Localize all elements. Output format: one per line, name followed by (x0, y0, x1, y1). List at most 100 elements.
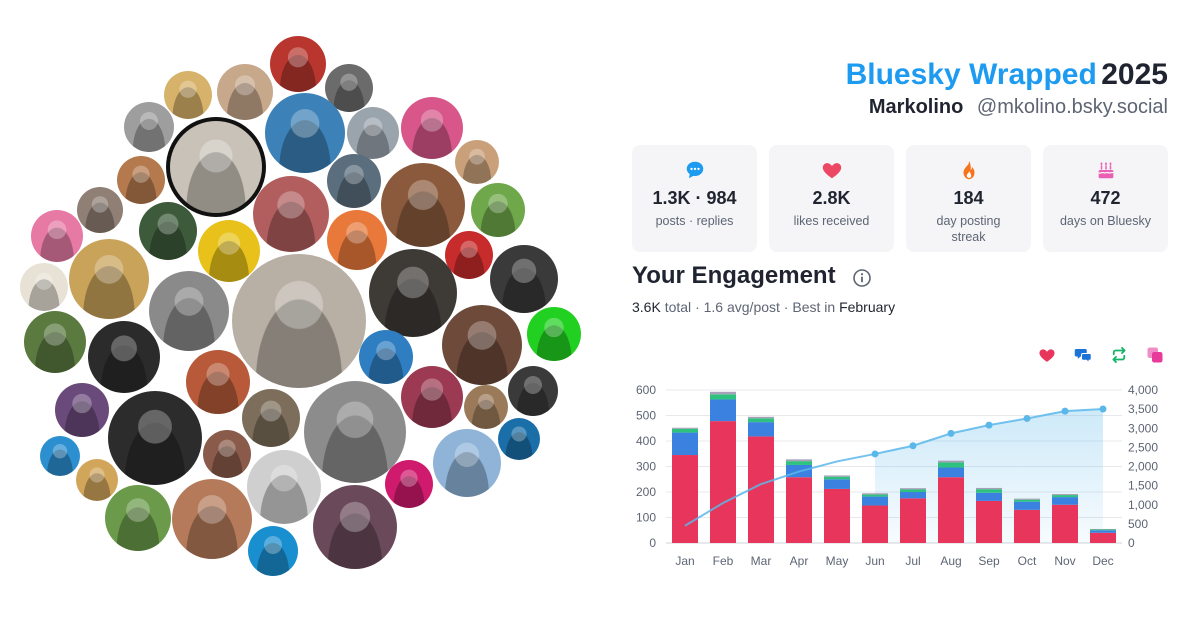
follower-avatar (124, 102, 174, 152)
bar-segment-likes (862, 505, 888, 543)
fire-icon (963, 160, 974, 180)
display-name: Markolino (868, 96, 964, 118)
bar-segment-likes (824, 488, 850, 543)
x-tick-label: Jul (905, 554, 920, 568)
avatar-shade (139, 202, 197, 260)
bar-segment-reposts (748, 418, 774, 423)
avatar-shade (40, 436, 80, 476)
bar-segment-likes (748, 436, 774, 543)
follower-avatar (442, 305, 522, 385)
avatar-shade (327, 210, 387, 270)
user-handle: @mkolino.bsky.social (976, 96, 1168, 118)
repost-icon[interactable] (1110, 346, 1128, 364)
avatar-shade (77, 187, 123, 233)
x-tick-label: Sep (978, 554, 1000, 568)
y2-tick-label: 0 (1128, 536, 1135, 550)
stat-value: 472 (1090, 188, 1121, 208)
avatar-shade (442, 305, 522, 385)
avatar-shade (490, 245, 558, 313)
follower-avatar (455, 140, 499, 184)
avatar-shade (445, 231, 493, 279)
y-tick-label: 400 (636, 434, 656, 448)
bar-segment-quotes (862, 493, 888, 495)
x-tick-label: Apr (790, 554, 809, 568)
bar-segment-reposts (786, 461, 812, 465)
avatar-shade (369, 249, 457, 337)
avatar-shade (242, 389, 300, 447)
follower-avatar (242, 389, 300, 447)
bar-segment-reposts (900, 489, 926, 492)
avatar-shade (401, 97, 463, 159)
avatar-shade (433, 429, 501, 497)
y2-tick-label: 3,000 (1128, 421, 1158, 435)
avatar-shade (247, 450, 321, 524)
avatar-shade (304, 381, 406, 483)
bar-segment-likes (1090, 532, 1116, 543)
chat-bubble-icon (686, 161, 703, 179)
follower-avatar (327, 154, 381, 208)
engagement-total: 3.6K (632, 299, 661, 315)
bar-segment-reposts (1090, 529, 1116, 531)
avatar-shade (471, 183, 525, 237)
stat-value: 184 (953, 188, 984, 208)
page-title: Bluesky Wrapped 2025 (846, 58, 1168, 92)
follower-avatar (347, 107, 399, 159)
follower-avatar (401, 366, 463, 428)
avatar-shade (401, 366, 463, 428)
cumulative-point (1099, 405, 1107, 413)
bar-segment-likes (786, 477, 812, 543)
engagement-average: 1.6 avg/post (703, 299, 780, 315)
bar-segment-quotes (1014, 498, 1040, 500)
stat-card-days: 472 days on Bluesky (1043, 145, 1168, 252)
bar-segment-reposts (710, 394, 736, 400)
avatar-shade (464, 385, 508, 429)
stat-value: 1.3K · 984 (652, 188, 737, 208)
stats-row: 1.3K · 984 posts · replies 2.8K likes re… (632, 145, 1168, 252)
heart-icon[interactable] (1038, 346, 1056, 364)
bar-segment-reposts (824, 476, 850, 480)
y-tick-label: 0 (649, 536, 656, 550)
avatar-shade (217, 64, 273, 120)
avatar-shade (359, 330, 413, 384)
y2-tick-label: 3,500 (1128, 402, 1158, 416)
user-identity: Markolino @mkolino.bsky.social (869, 96, 1168, 119)
follower-avatar (527, 307, 581, 361)
bar-segment-replies (748, 422, 774, 437)
avatar-shade (117, 156, 165, 204)
follower-avatar (172, 479, 252, 559)
follower-avatar (381, 163, 465, 247)
bar-segment-likes (900, 498, 926, 543)
avatar-shade (55, 383, 109, 437)
follower-avatar (88, 321, 160, 393)
avatar-shade (88, 321, 160, 393)
y-tick-label: 500 (636, 409, 656, 423)
follower-avatar (508, 366, 558, 416)
chart-legend (1038, 346, 1164, 364)
avatar-shade (170, 121, 262, 213)
follower-avatar (247, 450, 321, 524)
follower-avatar (24, 311, 86, 373)
bar-segment-quotes (748, 416, 774, 419)
quote-icon[interactable] (1146, 346, 1164, 364)
follower-avatar (198, 220, 260, 282)
reply-icon[interactable] (1074, 346, 1092, 364)
bar-segment-quotes (1052, 494, 1078, 496)
stat-label: days on Bluesky (1059, 214, 1152, 228)
y2-tick-label: 4,000 (1128, 383, 1158, 397)
follower-avatar (69, 239, 149, 319)
bar-segment-likes (938, 477, 964, 543)
x-tick-label: May (826, 554, 849, 568)
follower-avatar (20, 263, 68, 311)
y-tick-label: 600 (636, 383, 656, 397)
followers-avatar-cloud (20, 36, 581, 576)
follower-avatar (164, 71, 212, 119)
avatar-shade (270, 36, 326, 92)
cumulative-point (947, 429, 955, 437)
follower-avatar (105, 485, 171, 551)
follower-avatar (253, 176, 329, 252)
follower-avatar (232, 254, 366, 388)
follower-avatar (369, 249, 457, 337)
bar-segment-quotes (1090, 528, 1116, 530)
bar-segment-reposts (976, 489, 1002, 493)
info-icon[interactable] (852, 268, 872, 288)
